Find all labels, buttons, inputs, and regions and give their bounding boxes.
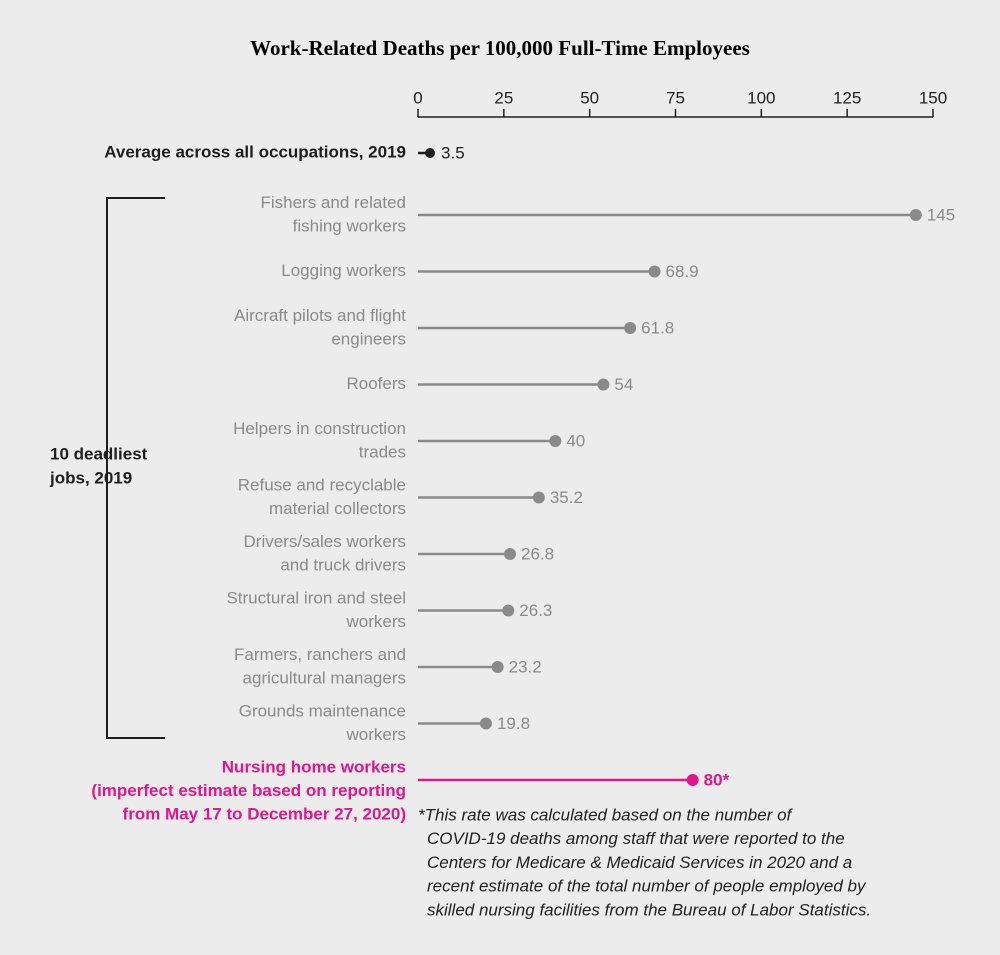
- x-tick-label: 125: [833, 88, 861, 107]
- category-label: Drivers/sales workers: [244, 532, 406, 551]
- footnote: *This rate was calculated based on the n…: [418, 805, 794, 824]
- x-tick-label: 100: [747, 88, 775, 107]
- category-label: workers: [345, 612, 406, 631]
- category-label: agricultural managers: [243, 668, 406, 687]
- footnote: Centers for Medicare & Medicaid Services…: [427, 853, 852, 872]
- value-label: 35.2: [550, 488, 583, 507]
- bracket: [106, 197, 165, 739]
- value-label: 68.9: [666, 262, 699, 281]
- category-label: Nursing home workers: [222, 757, 406, 776]
- value-label: 23.2: [509, 657, 542, 676]
- x-tick-label: 75: [666, 88, 685, 107]
- value-label: 61.8: [641, 318, 674, 337]
- bracket-label: jobs, 2019: [49, 468, 132, 487]
- dot: [549, 435, 562, 447]
- value-label: 40: [566, 431, 585, 450]
- category-label: trades: [359, 442, 406, 461]
- dot: [909, 209, 922, 221]
- category-label: Roofers: [346, 374, 406, 393]
- value-label: 26.3: [519, 601, 552, 620]
- x-tick-label: 25: [494, 88, 513, 107]
- category-label: from May 17 to December 27, 2020): [123, 804, 406, 823]
- category-label: workers: [345, 725, 406, 744]
- category-label: Aircraft pilots and flight: [234, 306, 406, 325]
- dot: [532, 491, 545, 504]
- category-label: and truck drivers: [280, 555, 406, 574]
- category-label: Structural iron and steel: [226, 588, 406, 607]
- footnote: COVID-19 deaths among staff that were re…: [427, 829, 845, 848]
- x-tick-label: 150: [919, 88, 947, 107]
- value-label: 80*: [704, 770, 730, 789]
- dot: [624, 322, 637, 334]
- category-label: material collectors: [269, 499, 406, 518]
- category-label: Farmers, ranchers and: [234, 645, 406, 664]
- category-label: Logging workers: [281, 261, 406, 280]
- category-label: Grounds maintenance: [239, 701, 406, 720]
- category-label: engineers: [331, 329, 406, 348]
- chart-title: Work-Related Deaths per 100,000 Full-Tim…: [250, 36, 750, 60]
- value-label: 3.5: [441, 143, 465, 162]
- x-tick-label: 50: [580, 88, 599, 107]
- dot: [648, 265, 661, 278]
- value-label: 26.8: [521, 544, 554, 563]
- value-label: 145: [927, 205, 955, 224]
- dot: [479, 717, 492, 730]
- value-label: 54: [614, 375, 633, 394]
- value-label: 19.8: [497, 714, 530, 733]
- dot: [597, 378, 610, 391]
- bracket-label: 10 deadliest: [50, 444, 148, 463]
- dot: [425, 148, 436, 158]
- footnote: skilled nursing facilities from the Bure…: [427, 900, 871, 919]
- footnote: recent estimate of the total number of p…: [427, 877, 867, 896]
- dot: [504, 548, 517, 560]
- category-label: Fishers and related: [260, 193, 406, 212]
- dot: [491, 661, 504, 673]
- dot: [686, 774, 699, 786]
- category-label: Average across all occupations, 2019: [104, 142, 406, 161]
- dot: [502, 604, 515, 617]
- category-label: (imperfect estimate based on reporting: [91, 781, 406, 800]
- x-tick-label: 0: [413, 88, 422, 107]
- category-label: Refuse and recyclable: [238, 475, 406, 494]
- category-label: fishing workers: [293, 216, 406, 235]
- category-label: Helpers in construction: [233, 419, 406, 438]
